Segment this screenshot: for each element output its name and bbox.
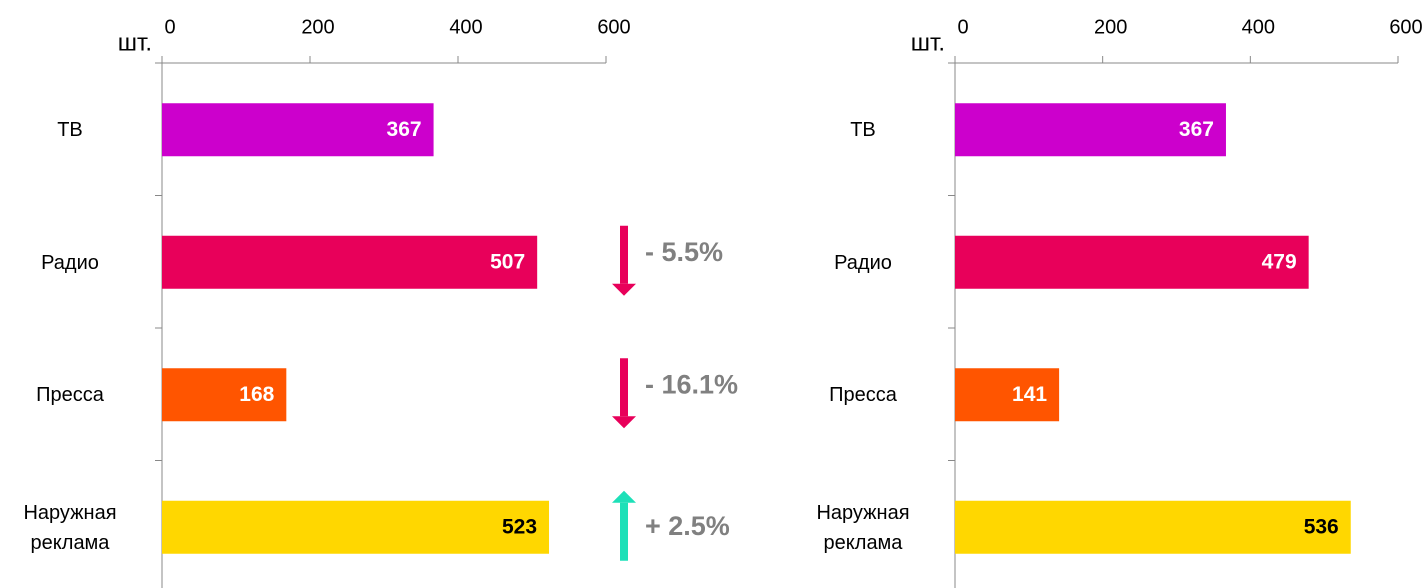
x-tick-label: 400 [1242,16,1275,38]
category-label: Наружная реклама [816,501,910,554]
bar [162,368,287,422]
value-label: 479 [1262,250,1297,273]
category-label: ТВ [57,119,83,142]
value-label: 168 [239,383,274,406]
category-label: Пресса [36,384,104,407]
category-label: Наружная реклама [23,501,117,554]
x-tick-label: 200 [1094,16,1127,38]
arrow-shaft [620,225,628,284]
annotation: - 16.1% [645,369,738,399]
bar [162,500,550,554]
arrow-shaft [620,358,628,417]
x-tick-label: 600 [597,16,630,38]
unit-label: шт. [911,29,945,56]
arrow-head [612,490,636,503]
value-label: 367 [1179,118,1214,141]
value-label: 536 [1304,515,1339,538]
bar [955,368,1060,422]
value-label: 367 [387,118,422,141]
arrow-shaft [620,502,628,561]
category-label: Радио [41,251,99,274]
annotation: + 2.5% [645,511,730,541]
bar [162,235,538,289]
x-tick-label: 0 [957,16,968,38]
unit-label: шт. [118,29,152,56]
bar [955,500,1351,554]
bar [162,103,434,157]
value-label: 141 [1012,383,1047,406]
category-label: Пресса [829,384,897,407]
bar [955,103,1226,157]
x-tick-label: 0 [164,16,175,38]
x-tick-label: 200 [301,16,334,38]
category-label: Радио [834,251,892,274]
arrow-head [612,283,636,296]
annotation: - 5.5% [645,237,723,267]
x-tick-label: 400 [449,16,482,38]
value-label: 523 [502,515,537,538]
x-tick-label: 600 [1389,16,1422,38]
arrow-head [612,416,636,429]
bar [955,235,1309,289]
category-label: ТВ [850,119,876,142]
value-label: 507 [490,250,525,273]
